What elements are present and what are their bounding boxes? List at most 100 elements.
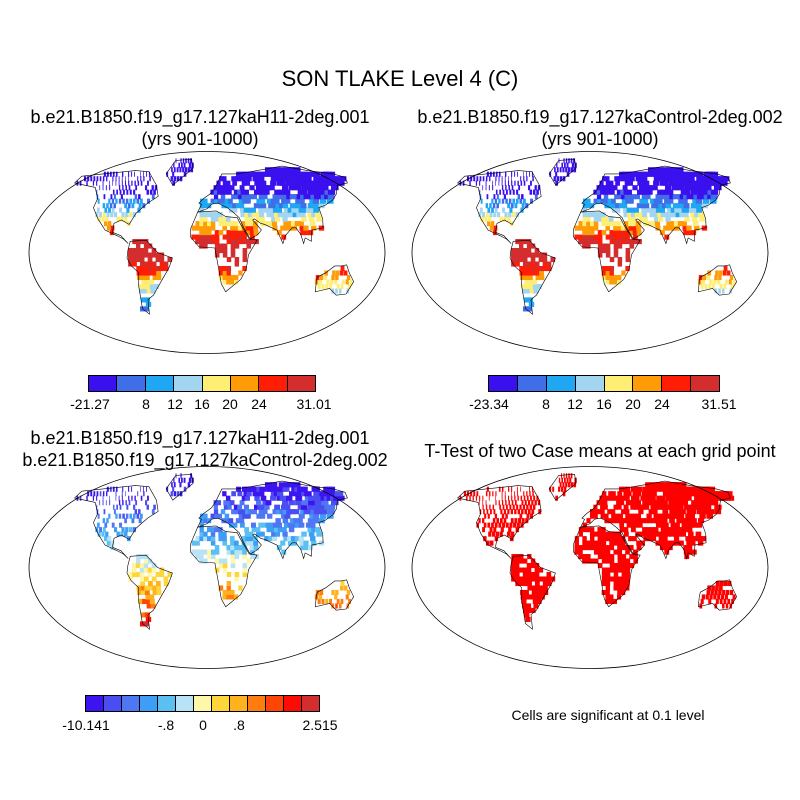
grid-cell [597,545,603,551]
grid-cell [479,180,481,186]
grid-cell [507,180,510,186]
grid-cell [718,288,721,294]
grid-cell [549,486,552,492]
grid-cell [593,545,599,551]
grid-cell [112,171,115,177]
grid-cell [143,563,149,569]
grid-cell [645,482,652,488]
grid-cell [534,571,540,578]
grid-cell [537,500,541,506]
grid-cell [525,616,531,622]
grid-cell [586,527,591,533]
grid-cell [485,500,487,506]
grid-cell [666,207,673,213]
grid-cell [652,509,658,515]
grid-cell [534,185,537,191]
grid-cell [155,571,161,578]
grid-cell [338,603,342,609]
grid-cell [629,176,635,182]
grid-cell [653,513,659,519]
grid-cell [613,234,619,240]
grid-cell [233,279,239,285]
grid-cell [533,288,539,294]
grid-cell [210,531,216,537]
grid-cell [519,270,525,276]
significance-note: Cells are significant at 0.1 level [511,707,705,723]
grid-cell [674,486,682,492]
grid-cell [131,563,137,569]
grid-cell [258,176,265,182]
grid-cell [670,225,677,231]
grid-cell [683,527,689,533]
grid-cell [656,171,664,177]
grid-cell [667,198,674,204]
grid-cell [288,176,296,182]
grid-cell [621,495,627,501]
grid-cell [207,203,212,209]
grid-cell [128,176,129,182]
grid-cell [231,509,236,515]
colorbar-swatch [117,376,146,391]
grid-cell [657,531,664,537]
grid-cell [625,256,631,263]
colorbar-swatch [194,696,212,711]
grid-cell [348,598,351,605]
grid-cell [514,509,517,515]
grid-cell [242,256,248,263]
grid-cell [558,158,560,164]
grid-cell [529,491,531,497]
grid-cell [516,189,519,195]
grid-cell [233,221,239,227]
grid-cell [490,221,495,227]
grid-cell [641,207,647,213]
grid-cell [494,536,499,542]
grid-cell [230,558,236,564]
grid-cell [643,518,650,524]
grid-cell [624,171,631,177]
grid-cell [527,297,534,303]
grid-cell [504,176,506,182]
grid-cell [661,500,668,506]
grid-cell [631,536,637,542]
grid-cell [668,180,676,186]
grid-cell [706,486,716,492]
grid-cell [218,248,224,254]
grid-cell [96,176,99,182]
grid-cell [504,180,506,186]
grid-cell [514,491,515,497]
grid-cell [261,207,268,213]
grid-cell [303,509,310,515]
grid-cell [494,198,498,204]
grid-cell [615,518,620,524]
grid-cell [543,589,549,596]
grid-cell [135,252,141,258]
grid-cell [634,495,640,501]
grid-cell [235,518,241,524]
panel3-title-line2: b.e21.B1850.f19_g17.127kaControl-2deg.00… [22,450,388,470]
grid-cell [319,198,327,204]
grid-cell [485,180,487,186]
grid-cell [142,203,146,209]
grid-cell [293,194,300,200]
grid-cell [260,180,267,186]
grid-cell [288,527,295,533]
grid-cell [582,221,587,227]
colorbar-swatch [302,696,319,711]
grid-cell [137,491,139,497]
grid-cell [137,207,141,213]
grid-cell [115,176,117,182]
grid-cell [159,265,165,272]
grid-cell [139,256,145,263]
grid-cell [141,297,147,303]
grid-cell [106,176,108,182]
grid-cell [601,216,606,222]
grid-cell [296,518,303,524]
grid-cell [605,558,611,564]
grid-cell [346,274,351,281]
grid-cell [254,504,260,510]
grid-cell [252,491,259,497]
grid-cell [218,274,224,281]
grid-cell [203,558,208,564]
grid-cell [596,194,602,200]
grid-cell [246,491,252,497]
